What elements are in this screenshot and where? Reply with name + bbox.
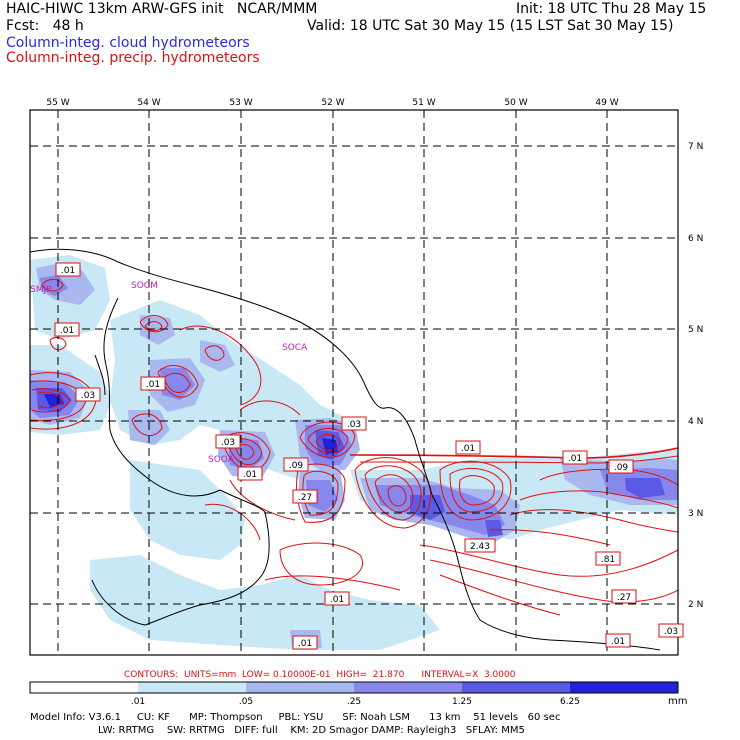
station-label: SMJP bbox=[30, 285, 52, 295]
lat-lon-grid bbox=[30, 110, 678, 655]
contour-label-box bbox=[55, 262, 81, 277]
forecast-hour: Fcst: 48 h bbox=[6, 18, 84, 34]
contour-label: .01 bbox=[568, 454, 582, 464]
colorbar-swatch bbox=[462, 682, 570, 693]
contour-label-box bbox=[611, 589, 637, 604]
valid-time: Valid: 18 UTC Sat 30 May 15 (15 LST Sat … bbox=[307, 18, 674, 34]
lon-label: 54 W bbox=[137, 98, 160, 108]
lon-axis: 55 W 54 W 53 W 52 W 51 W 50 W 49 W bbox=[46, 98, 618, 108]
contour-label: .01 bbox=[330, 595, 344, 605]
lat-label: 5 N bbox=[688, 325, 703, 335]
colorbar-unit: mm bbox=[668, 696, 687, 707]
colorbar-tick: 1.25 bbox=[452, 697, 472, 707]
cloud-shading bbox=[30, 255, 678, 650]
contour-label: .01 bbox=[146, 380, 160, 390]
model-info-line2: LW: RRTMG SW: RRTMG DIFF: full KM: 2D Sm… bbox=[98, 725, 525, 736]
contour-value-labels: .01 .01 .01 .03 .03 .03 .01 .09 .27 .01 .01 .09 2.43… bbox=[54, 262, 684, 650]
colorbar-tick: .25 bbox=[347, 697, 361, 707]
contour-label: .03 bbox=[664, 627, 678, 637]
lat-axis: 7 N 6 N 5 N 4 N 3 N 2 N bbox=[688, 142, 703, 610]
contour-label-box bbox=[283, 457, 309, 472]
contour-label-box bbox=[658, 623, 684, 638]
contour-label: .09 bbox=[614, 463, 629, 473]
contour-label-box bbox=[341, 416, 367, 431]
lon-label: 49 W bbox=[595, 98, 618, 108]
contour-label: .81 bbox=[601, 555, 615, 565]
contour-label-box bbox=[54, 322, 80, 337]
coastlines bbox=[30, 248, 661, 651]
contour-label-box bbox=[605, 633, 631, 648]
colorbar-tick: 6.25 bbox=[560, 697, 580, 707]
contour-label: .01 bbox=[243, 470, 257, 480]
contour-label: .03 bbox=[221, 438, 235, 448]
contour-label-box bbox=[324, 591, 350, 606]
contour-label-box bbox=[595, 551, 621, 566]
colorbar-tick: .05 bbox=[239, 697, 253, 707]
colorbar-swatch bbox=[246, 682, 354, 693]
lat-label: 3 N bbox=[688, 509, 703, 519]
colorbar-tick: .01 bbox=[131, 697, 145, 707]
contour-label-box bbox=[292, 489, 318, 504]
lon-label: 53 W bbox=[229, 98, 252, 108]
contour-label-box bbox=[292, 635, 318, 650]
contour-label-box bbox=[464, 538, 496, 553]
contour-label: .27 bbox=[617, 593, 631, 603]
lon-label: 55 W bbox=[46, 98, 69, 108]
map-title: HAIC-HIWC 13km ARW-GFS init NCAR/MMM bbox=[6, 1, 318, 17]
contour-label: .01 bbox=[298, 639, 312, 649]
contour-label-box bbox=[215, 434, 241, 449]
lat-label: 6 N bbox=[688, 234, 703, 244]
lat-label: 7 N bbox=[688, 142, 703, 152]
contour-label: .09 bbox=[289, 461, 304, 471]
map-frame bbox=[29, 109, 679, 656]
station-label: SOCA bbox=[282, 343, 308, 353]
contours-info: CONTOURS: UNITS=mm LOW= 0.10000E-01 HIGH… bbox=[124, 670, 516, 680]
colorbar-swatch bbox=[138, 682, 246, 693]
colorbar: .01 .05 .25 1.25 6.25 mm bbox=[29, 681, 687, 707]
lat-label: 4 N bbox=[688, 417, 703, 427]
contour-label-box bbox=[455, 440, 481, 455]
station-label: SOCM bbox=[131, 281, 158, 291]
colorbar-swatch bbox=[354, 682, 462, 693]
contour-label: .01 bbox=[611, 637, 625, 647]
contour-label: .27 bbox=[298, 493, 312, 503]
cloud-legend-label: Column-integ. cloud hydrometeors bbox=[6, 35, 250, 51]
contour-label: 2.43 bbox=[470, 542, 490, 552]
contour-label-box bbox=[562, 450, 588, 465]
station-labels: SMJP SOCM SOCA SOOA bbox=[30, 281, 308, 465]
lat-label: 2 N bbox=[688, 600, 703, 610]
lon-label: 51 W bbox=[412, 98, 435, 108]
init-time: Init: 18 UTC Thu 28 May 15 bbox=[516, 1, 707, 17]
contour-label: .01 bbox=[61, 266, 75, 276]
contour-label: .01 bbox=[60, 326, 74, 336]
contour-label: .03 bbox=[81, 391, 95, 401]
model-info-line1: Model Info: V3.6.1 CU: KF MP: Thompson P… bbox=[30, 712, 560, 723]
contour-label-box bbox=[75, 387, 101, 402]
contour-label-box bbox=[237, 466, 263, 481]
contour-label: .03 bbox=[347, 420, 361, 430]
lon-label: 50 W bbox=[504, 98, 527, 108]
station-label: SOOA bbox=[208, 455, 235, 465]
contour-label: .01 bbox=[461, 444, 475, 454]
lon-label: 52 W bbox=[321, 98, 344, 108]
colorbar-swatch bbox=[570, 682, 678, 693]
colorbar-swatch bbox=[30, 682, 138, 693]
contour-label-box bbox=[608, 459, 634, 474]
precip-legend-label: Column-integ. precip. hydrometeors bbox=[6, 50, 260, 66]
contour-label-box bbox=[140, 376, 166, 391]
